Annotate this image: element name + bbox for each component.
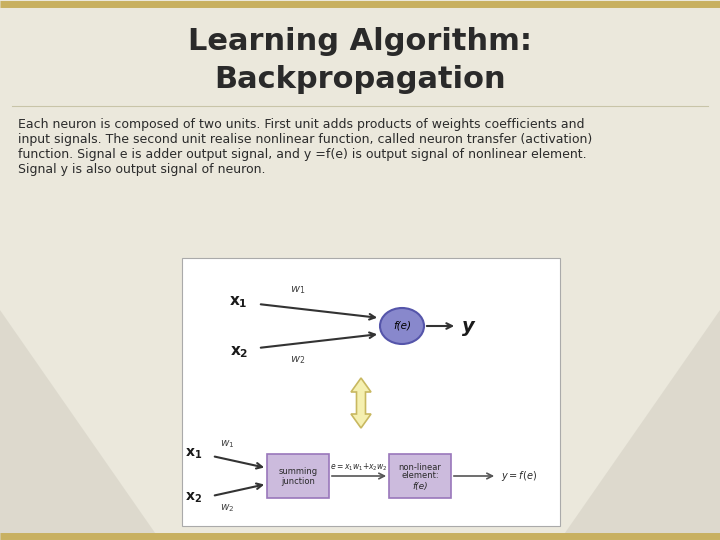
FancyBboxPatch shape: [389, 454, 451, 498]
Text: Learning Algorithm:: Learning Algorithm:: [188, 28, 532, 57]
Text: Signal y is also output signal of neuron.: Signal y is also output signal of neuron…: [18, 163, 266, 176]
Text: Backpropagation: Backpropagation: [214, 65, 506, 94]
Text: $y{=}f(e)$: $y{=}f(e)$: [501, 469, 537, 483]
Text: summing: summing: [279, 468, 318, 476]
Text: $\mathbf{x_2}$: $\mathbf{x_2}$: [185, 491, 202, 505]
Text: Each neuron is composed of two units. First unit adds products of weights coeffi: Each neuron is composed of two units. Fi…: [18, 118, 585, 131]
Text: $w_1$: $w_1$: [220, 438, 235, 450]
Text: non-linear: non-linear: [399, 462, 441, 471]
FancyBboxPatch shape: [267, 454, 329, 498]
Text: junction: junction: [281, 477, 315, 487]
FancyBboxPatch shape: [182, 258, 560, 526]
Text: $\mathbf{x_2}$: $\mathbf{x_2}$: [230, 344, 248, 360]
Text: $\mathbf{x_1}$: $\mathbf{x_1}$: [185, 447, 202, 461]
Text: f(e): f(e): [393, 321, 411, 331]
Text: $e{=}x_1w_1{+}x_2w_2$: $e{=}x_1w_1{+}x_2w_2$: [330, 462, 388, 473]
Text: $w_1$: $w_1$: [290, 284, 305, 296]
Text: y: y: [462, 316, 474, 335]
Polygon shape: [560, 310, 720, 540]
Text: input signals. The second unit realise nonlinear function, called neuron transfe: input signals. The second unit realise n…: [18, 133, 593, 146]
Polygon shape: [351, 378, 371, 428]
Text: $w_2$: $w_2$: [290, 354, 305, 366]
Ellipse shape: [380, 308, 424, 344]
Text: f(e): f(e): [412, 482, 428, 490]
Text: $\mathbf{x_1}$: $\mathbf{x_1}$: [230, 294, 248, 310]
Text: $w_2$: $w_2$: [220, 502, 234, 514]
Text: function. Signal e is adder output signal, and y =f(e) is output signal of nonli: function. Signal e is adder output signa…: [18, 148, 587, 161]
Polygon shape: [0, 310, 160, 540]
Text: element:: element:: [401, 471, 438, 481]
